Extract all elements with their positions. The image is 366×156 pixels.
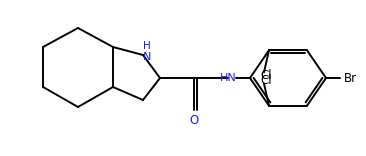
Text: HN: HN xyxy=(220,73,236,83)
Text: N: N xyxy=(143,52,151,62)
Text: H: H xyxy=(143,41,151,51)
Text: Br: Br xyxy=(343,71,356,85)
Text: Cl: Cl xyxy=(260,74,272,87)
Text: O: O xyxy=(189,114,199,127)
Text: Cl: Cl xyxy=(260,69,272,82)
